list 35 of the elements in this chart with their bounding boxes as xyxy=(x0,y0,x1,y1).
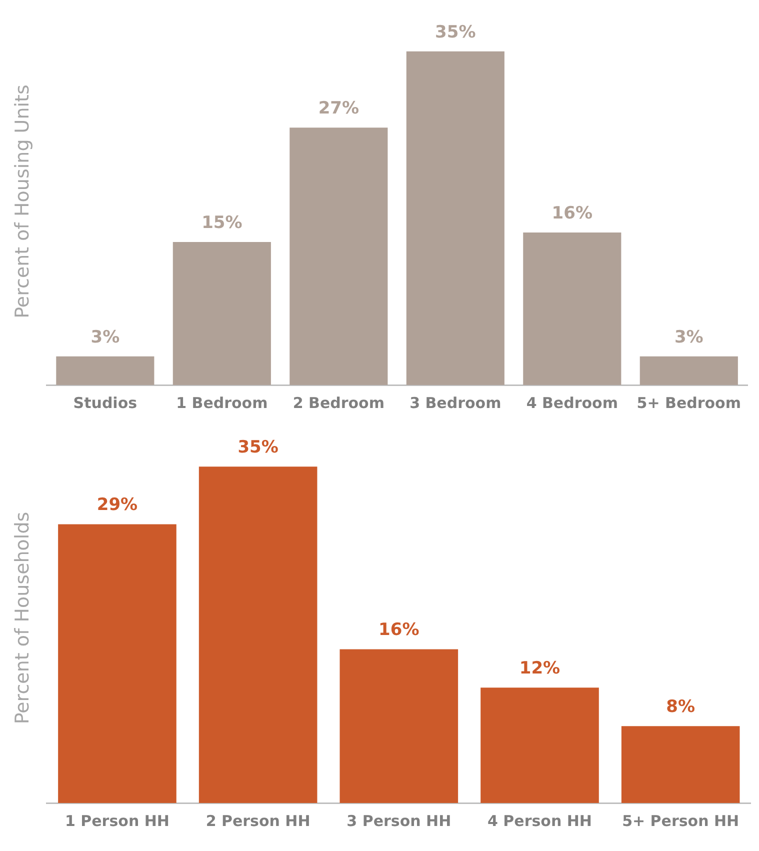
bar xyxy=(58,524,176,803)
data-label: 15% xyxy=(202,212,242,233)
x-tick-label: 2 Bedroom xyxy=(292,394,384,412)
data-label: 29% xyxy=(96,495,138,516)
bar xyxy=(56,356,154,385)
data-label: 3% xyxy=(90,327,120,348)
bar xyxy=(640,356,738,385)
data-label: 27% xyxy=(318,98,360,119)
x-tick-label: 1 Bedroom xyxy=(176,394,268,412)
x-tick-label: 2 Person HH xyxy=(206,812,310,830)
bar xyxy=(621,726,740,803)
data-label: 16% xyxy=(552,203,592,224)
bar xyxy=(172,242,271,385)
bar xyxy=(523,232,622,385)
x-tick-label: 4 Person HH xyxy=(488,812,592,830)
bar xyxy=(340,649,458,803)
data-label: 16% xyxy=(378,620,420,640)
x-tick-label: 3 Person HH xyxy=(346,812,452,830)
x-tick-label: 4 Bedroom xyxy=(526,394,618,412)
x-tick-label: 5+ Person HH xyxy=(622,812,740,830)
data-label: 35% xyxy=(238,438,278,458)
x-tick-label: 1 Person HH xyxy=(64,812,170,830)
data-label: 3% xyxy=(674,327,704,348)
bar xyxy=(198,466,318,803)
bar xyxy=(290,128,388,385)
y-axis-title: Percent of Households xyxy=(11,512,34,724)
x-tick-label: 5+ Bedroom xyxy=(636,394,742,412)
y-axis-title: Percent of Housing Units xyxy=(11,84,34,318)
data-label: 35% xyxy=(435,22,476,42)
x-tick-label: Studios xyxy=(73,394,138,412)
bar xyxy=(480,688,599,803)
data-label: 8% xyxy=(666,697,696,718)
x-tick-label: 3 Bedroom xyxy=(410,394,502,412)
data-label: 12% xyxy=(519,658,560,679)
bar xyxy=(406,51,504,385)
